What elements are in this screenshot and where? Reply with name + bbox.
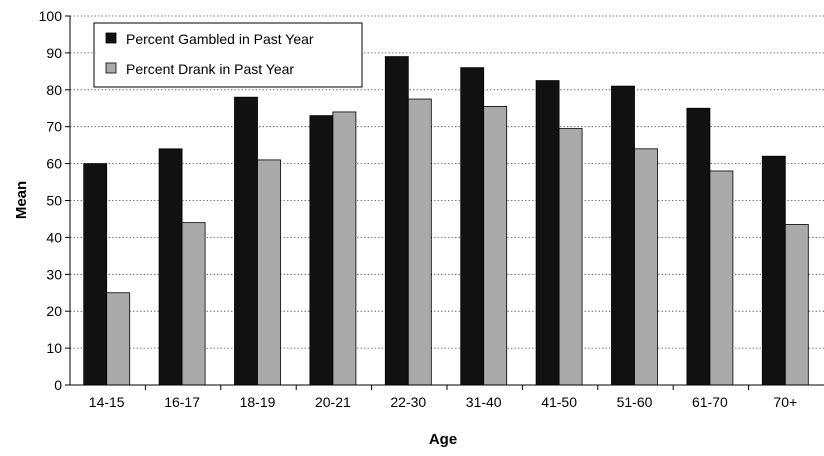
bar-drank xyxy=(181,222,206,386)
y-tick-label: 70 xyxy=(46,119,62,135)
y-tick-label: 100 xyxy=(39,8,63,24)
bar-gambled xyxy=(83,163,108,386)
legend-swatch-drank xyxy=(105,62,117,74)
x-tick-label: 61-70 xyxy=(692,394,728,410)
bar-drank xyxy=(558,128,583,386)
x-tick-label: 22-30 xyxy=(390,394,426,410)
y-tick-label: 10 xyxy=(46,340,62,356)
y-tick-label: 30 xyxy=(46,266,62,282)
x-tick-label: 18-19 xyxy=(240,394,276,410)
bar-gambled xyxy=(384,56,409,386)
y-axis-title: Mean xyxy=(13,181,30,219)
bar-gambled xyxy=(460,67,485,386)
x-axis-title: Age xyxy=(429,431,457,448)
y-tick-label: 90 xyxy=(46,45,62,61)
y-tick-labels: 0 10 20 30 40 50 60 70 80 90 100 xyxy=(39,8,63,393)
bar-gambled xyxy=(761,155,786,386)
bar-drank xyxy=(634,148,658,386)
legend-label-gambled: Percent Gambled in Past Year xyxy=(126,31,314,47)
x-tick-label: 16-17 xyxy=(164,394,200,410)
y-tick-label: 50 xyxy=(46,193,62,209)
bar-drank xyxy=(332,111,357,386)
legend-swatch-gambled xyxy=(105,32,117,44)
bars xyxy=(83,56,809,386)
bar-gambled xyxy=(234,96,258,386)
bar-gambled xyxy=(158,148,183,386)
x-tick-label: 70+ xyxy=(773,394,797,410)
bar-gambled xyxy=(535,80,560,386)
bar-drank xyxy=(784,224,809,386)
x-tick-label: 31-40 xyxy=(466,394,502,410)
bar-drank xyxy=(106,292,131,386)
bar-gambled xyxy=(611,85,635,386)
bar-gambled xyxy=(686,107,711,386)
bar-drank xyxy=(407,98,432,386)
x-tick-label: 14-15 xyxy=(89,394,125,410)
x-tick-labels: 14-15 16-17 18-19 20-21 22-30 31-40 41-50 51-60… xyxy=(89,394,797,410)
bar-drank xyxy=(709,170,734,386)
bar-drank xyxy=(483,106,508,386)
x-tick-label: 41-50 xyxy=(541,394,577,410)
x-tick-label: 20-21 xyxy=(315,394,351,410)
bar-gambled xyxy=(309,115,334,386)
legend-box xyxy=(93,22,363,88)
y-tick-label: 40 xyxy=(46,229,62,245)
y-tick-label: 80 xyxy=(46,82,62,98)
axes xyxy=(65,15,824,390)
bar-drank xyxy=(257,159,281,386)
legend: Percent Gambled in Past Year Percent Dra… xyxy=(93,22,363,88)
y-tick-label: 60 xyxy=(46,156,62,172)
x-tick-label: 51-60 xyxy=(617,394,653,410)
y-tick-label: 0 xyxy=(54,377,62,393)
y-tick-label: 20 xyxy=(46,303,62,319)
legend-label-drank: Percent Drank in Past Year xyxy=(126,61,294,77)
